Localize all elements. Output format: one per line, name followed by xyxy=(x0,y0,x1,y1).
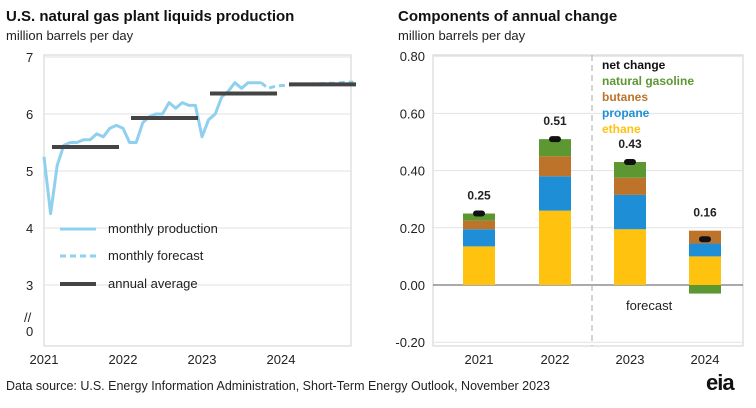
legend-label-annual-average: annual average xyxy=(108,276,198,291)
right-plot-frame xyxy=(432,54,744,347)
right-ytick-0.60: 0.60 xyxy=(400,106,425,121)
net-change-label-2021: 0.25 xyxy=(467,189,491,203)
bar-2024-propane xyxy=(689,243,721,257)
bar-2024-ethane xyxy=(689,256,721,285)
bar-2021-butanes xyxy=(463,220,495,230)
legend-label-monthly-forecast: monthly forecast xyxy=(108,248,204,263)
bar-2022-propane xyxy=(539,176,571,211)
right-xtick-2023: 2023 xyxy=(616,352,645,367)
right-ytick-0.80: 0.80 xyxy=(400,49,425,64)
left-axis-break: // xyxy=(24,310,32,325)
legend-natural-gasoline: natural gasoline xyxy=(602,74,694,88)
left-xtick-2021: 2021 xyxy=(30,352,59,367)
net-change-marker-2021 xyxy=(473,210,485,217)
bar-2022-natural-gasoline xyxy=(539,139,571,157)
legend-label-monthly-production: monthly production xyxy=(108,221,218,236)
bar-2023-propane xyxy=(614,194,646,230)
bar-2023-natural-gasoline xyxy=(614,162,646,178)
forecast-label: forecast xyxy=(626,298,673,313)
right-chart-unit: million barrels per day xyxy=(398,28,526,43)
bar-2022-ethane xyxy=(539,210,571,285)
net-change-label-2023: 0.43 xyxy=(618,137,642,151)
right-chart-title: Components of annual change xyxy=(398,8,618,25)
bar-2023-ethane xyxy=(614,229,646,285)
legend-ethane: ethane xyxy=(602,122,641,136)
right-xtick-2021: 2021 xyxy=(465,352,494,367)
left-xtick-2022: 2022 xyxy=(109,352,138,367)
data-source-note: Data source: U.S. Energy Information Adm… xyxy=(6,379,550,393)
left-chart: 7 6 5 4 3 // 0 2021 2022 2023 2024 month… xyxy=(24,50,356,367)
right-ytick-0.20: 0.20 xyxy=(400,221,425,236)
net-change-marker-2023 xyxy=(624,159,636,166)
right-xtick-2022: 2022 xyxy=(541,352,570,367)
bar-2024-natural-gasoline xyxy=(689,285,721,294)
left-ytick-0: 0 xyxy=(26,324,33,339)
left-ytick-4: 4 xyxy=(26,221,33,236)
net-change-marker-2024 xyxy=(699,236,711,243)
net-change-label-2022: 0.51 xyxy=(543,114,567,128)
right-xtick-2024: 2024 xyxy=(691,352,720,367)
net-change-label-2024: 0.16 xyxy=(693,206,717,220)
left-ytick-7: 7 xyxy=(26,50,33,65)
right-ytick--0.20: -0.20 xyxy=(395,335,425,350)
left-chart-unit: million barrels per day xyxy=(6,28,134,43)
left-chart-title: U.S. natural gas plant liquids productio… xyxy=(6,8,295,25)
legend-propane: propane xyxy=(602,106,650,120)
legend-net-change: net change xyxy=(602,58,666,72)
left-ytick-5: 5 xyxy=(26,164,33,179)
left-plot-frame xyxy=(43,54,352,347)
bar-2022-butanes xyxy=(539,156,571,177)
net-change-marker-2022 xyxy=(549,136,561,143)
bar-2023-butanes xyxy=(614,177,646,195)
left-ytick-3: 3 xyxy=(26,278,33,293)
eia-logo: eia xyxy=(706,370,735,395)
bar-2021-ethane xyxy=(463,246,495,285)
legend-butanes: butanes xyxy=(602,90,648,104)
right-chart: 0.80 0.60 0.40 0.20 0.00 -0.20 forecast net c… xyxy=(395,49,744,367)
right-ytick-0.00: 0.00 xyxy=(400,278,425,293)
bar-2021-natural-gasoline xyxy=(463,213,495,221)
bar-2021-propane xyxy=(463,229,495,247)
left-ytick-6: 6 xyxy=(26,107,33,122)
left-xtick-2024: 2024 xyxy=(267,352,296,367)
left-xtick-2023: 2023 xyxy=(188,352,217,367)
right-ytick-0.40: 0.40 xyxy=(400,164,425,179)
